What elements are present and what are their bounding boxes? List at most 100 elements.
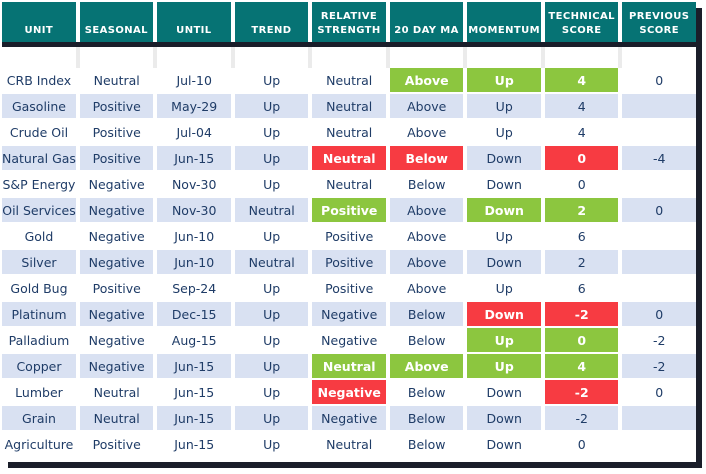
cell-unit: Natural Gas [2, 146, 76, 170]
cell-trend: Up [234, 94, 309, 118]
spacer-cell [157, 47, 231, 68]
cell-previous_score [622, 94, 696, 118]
spacer-cell [622, 47, 696, 68]
cell-relative_strength: Negative [312, 380, 386, 404]
cell-until: Jun-15 [157, 432, 231, 456]
cell-until: Jun-15 [157, 406, 231, 430]
cell-ma_20day: Below [389, 146, 464, 170]
cell-ma_20day: Above [389, 354, 464, 378]
table-body: CRB Index Neutral Jul-10 Up Neutral Above Up 4 0… [2, 68, 696, 456]
cell-seasonal: Positive [79, 432, 154, 456]
cell-technical_score: 0 [544, 432, 619, 456]
spacer-row [2, 47, 696, 68]
cell-seasonal: Negative [79, 250, 154, 274]
cell-momentum: Down [467, 146, 541, 170]
cell-technical_score: 4 [544, 94, 619, 118]
cell-until: Jun-15 [157, 380, 231, 404]
cell-momentum: Up [467, 120, 541, 144]
cell-ma_20day: Above [389, 276, 464, 300]
cell-technical_score: 4 [544, 354, 619, 378]
cell-previous_score [622, 120, 696, 144]
cell-ma_20day: Below [389, 380, 464, 404]
cell-momentum: Down [467, 198, 541, 222]
cell-relative_strength: Neutral [312, 146, 386, 170]
cell-technical_score: 6 [544, 276, 619, 300]
cell-seasonal: Positive [79, 94, 154, 118]
cell-technical_score: 2 [544, 198, 619, 222]
cell-trend: Up [234, 172, 309, 196]
cell-technical_score: 6 [544, 224, 619, 248]
cell-trend: Up [234, 276, 309, 300]
cell-unit: Gold [2, 224, 76, 248]
cell-trend: Up [234, 380, 309, 404]
cell-until: Jun-10 [157, 250, 231, 274]
cell-seasonal: Neutral [79, 380, 154, 404]
cell-previous_score: 0 [622, 68, 696, 92]
spacer-cell [234, 47, 309, 68]
cell-until: Jul-04 [157, 120, 231, 144]
cell-unit: Gasoline [2, 94, 76, 118]
cell-technical_score: -2 [544, 406, 619, 430]
cell-previous_score [622, 224, 696, 248]
cell-momentum: Down [467, 250, 541, 274]
cell-unit: S&P Energy [2, 172, 76, 196]
header-row: UNIT SEASONAL UNTIL TREND RELATIVE STRENGTH 2… [2, 2, 696, 42]
cell-trend: Up [234, 224, 309, 248]
cell-technical_score: 0 [544, 328, 619, 352]
cell-momentum: Up [467, 94, 541, 118]
cell-technical_score: -2 [544, 380, 619, 404]
cell-momentum: Up [467, 354, 541, 378]
cell-relative_strength: Neutral [312, 432, 386, 456]
cell-unit: Silver [2, 250, 76, 274]
spacer-cell [79, 47, 154, 68]
cell-relative_strength: Positive [312, 224, 386, 248]
cell-relative_strength: Positive [312, 250, 386, 274]
technical-score-table: UNIT SEASONAL UNTIL TREND RELATIVE STRENGTH 2… [2, 2, 696, 462]
cell-previous_score: -4 [622, 146, 696, 170]
cell-unit: Crude Oil [2, 120, 76, 144]
cell-unit: Gold Bug [2, 276, 76, 300]
cell-trend: Up [234, 68, 309, 92]
cell-technical_score: 2 [544, 250, 619, 274]
cell-trend: Up [234, 302, 309, 326]
cell-previous_score: -2 [622, 328, 696, 352]
cell-unit: CRB Index [2, 68, 76, 92]
cell-until: Dec-15 [157, 302, 231, 326]
cell-relative_strength: Positive [312, 276, 386, 300]
cell-ma_20day: Below [389, 406, 464, 430]
cell-relative_strength: Neutral [312, 120, 386, 144]
cell-seasonal: Negative [79, 302, 154, 326]
cell-relative_strength: Neutral [312, 68, 386, 92]
cell-unit: Grain [2, 406, 76, 430]
cell-seasonal: Positive [79, 120, 154, 144]
cell-trend: Neutral [234, 250, 309, 274]
column-header-relative_strength: RELATIVE STRENGTH [312, 2, 386, 42]
cell-technical_score: 0 [544, 172, 619, 196]
cell-ma_20day: Above [389, 198, 464, 222]
header-divider-bar [2, 42, 696, 47]
cell-ma_20day: Above [389, 68, 464, 92]
cell-ma_20day: Above [389, 94, 464, 118]
cell-until: Aug-15 [157, 328, 231, 352]
cell-momentum: Down [467, 406, 541, 430]
cell-seasonal: Negative [79, 198, 154, 222]
cell-until: Sep-24 [157, 276, 231, 300]
cell-technical_score: -2 [544, 302, 619, 326]
cell-until: Jun-10 [157, 224, 231, 248]
cell-trend: Up [234, 354, 309, 378]
column-header-previous_score: PREVIOUS SCORE [622, 2, 696, 42]
cell-relative_strength: Negative [312, 328, 386, 352]
cell-ma_20day: Above [389, 120, 464, 144]
column-header-technical_score: TECHNICAL SCORE [544, 2, 619, 42]
cell-trend: Up [234, 406, 309, 430]
cell-ma_20day: Below [389, 302, 464, 326]
cell-seasonal: Negative [79, 224, 154, 248]
cell-relative_strength: Negative [312, 302, 386, 326]
cell-relative_strength: Neutral [312, 354, 386, 378]
cell-ma_20day: Above [389, 224, 464, 248]
cell-relative_strength: Positive [312, 198, 386, 222]
cell-previous_score: 0 [622, 198, 696, 222]
cell-seasonal: Negative [79, 172, 154, 196]
column-header-until: UNTIL [157, 2, 231, 42]
cell-momentum: Up [467, 68, 541, 92]
